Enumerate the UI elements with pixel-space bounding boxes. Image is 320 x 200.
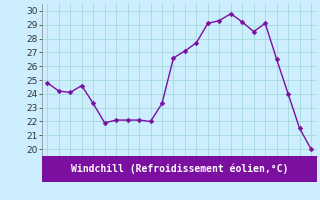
Text: Windchill (Refroidissement éolien,°C): Windchill (Refroidissement éolien,°C) — [70, 164, 288, 174]
